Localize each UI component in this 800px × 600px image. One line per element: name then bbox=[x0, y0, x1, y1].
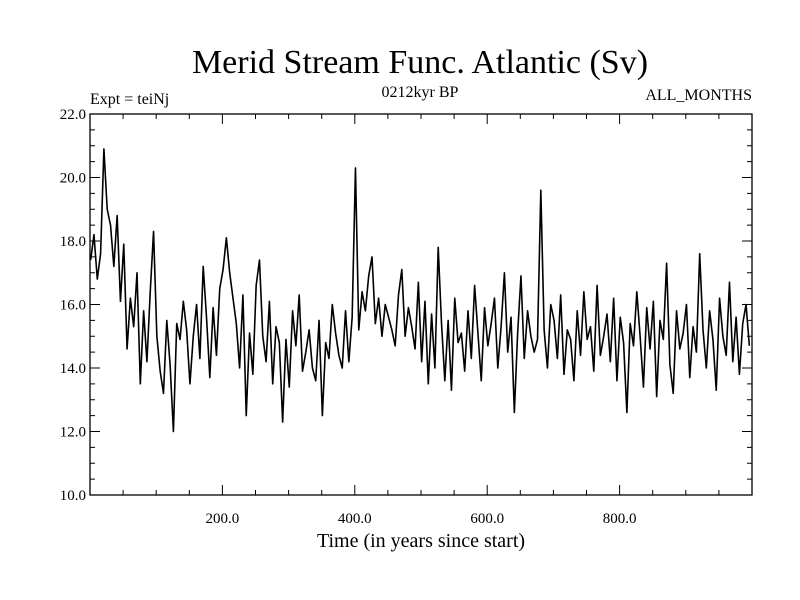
y-tick-label: 16.0 bbox=[60, 298, 86, 314]
y-tick-label: 18.0 bbox=[60, 234, 86, 250]
series-line bbox=[89, 148, 751, 433]
x-tick-label: 800.0 bbox=[603, 511, 637, 527]
experiment-label: Expt = teiNj bbox=[90, 91, 169, 108]
y-tick-label: 20.0 bbox=[60, 171, 86, 187]
x-tick-label: 600.0 bbox=[470, 511, 504, 527]
x-axis-label: Time (in years since start) bbox=[317, 530, 525, 552]
y-tick-label: 10.0 bbox=[60, 488, 86, 504]
months-label: ALL_MONTHS bbox=[645, 87, 752, 104]
y-tick-label: 12.0 bbox=[60, 425, 86, 441]
chart-title: Merid Stream Func. Atlantic (Sv) bbox=[192, 44, 648, 81]
chart-subtitle: 0212kyr BP bbox=[382, 84, 459, 101]
plot-frame bbox=[89, 113, 753, 496]
axis-tick-labels: 200.0 400.0 600.0 800.0 10.0 12.0 14.0 16.0 18.0… bbox=[60, 107, 637, 527]
y-tick-label: 22.0 bbox=[60, 107, 86, 123]
y-tick-label: 14.0 bbox=[60, 361, 86, 377]
x-tick-label: 400.0 bbox=[338, 511, 372, 527]
x-tick-label: 200.0 bbox=[206, 511, 240, 527]
